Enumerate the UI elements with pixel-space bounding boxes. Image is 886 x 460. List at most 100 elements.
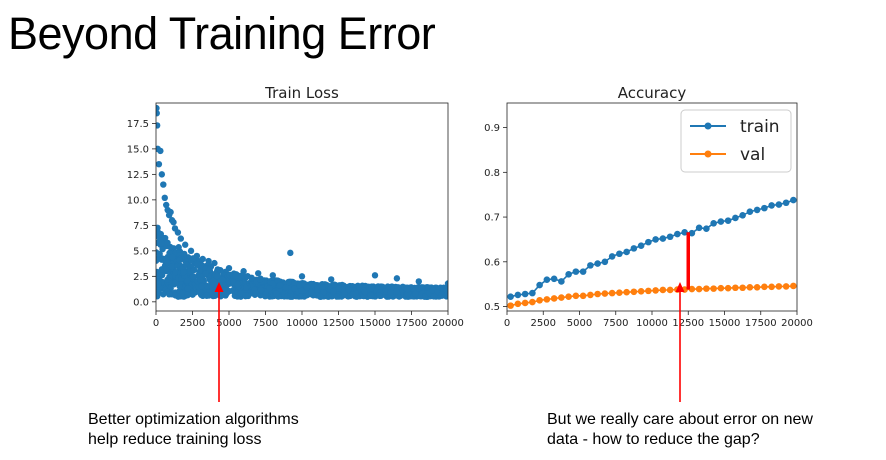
loss-point <box>203 282 211 290</box>
loss-point <box>303 283 311 291</box>
point-train <box>514 291 522 299</box>
loss-point <box>308 289 315 296</box>
loss-point <box>381 288 389 295</box>
point-val <box>710 285 717 292</box>
point-val <box>775 283 783 290</box>
loss-point <box>286 293 294 300</box>
point-train <box>724 217 732 224</box>
loss-point <box>170 219 177 226</box>
point-train <box>782 199 790 207</box>
point-val <box>579 292 587 300</box>
loss-point <box>164 239 171 246</box>
y-tick-label: 0.6 <box>484 257 500 268</box>
loss-point <box>376 292 383 299</box>
legend-marker-val <box>704 150 712 158</box>
point-val <box>587 291 594 299</box>
point-val <box>666 286 674 294</box>
loss-point <box>156 160 163 168</box>
loss-point <box>345 286 352 293</box>
loss-point <box>276 282 284 289</box>
point-train <box>572 268 580 275</box>
loss-point <box>163 265 170 273</box>
x-tick-label: 17500 <box>745 318 777 329</box>
point-train <box>637 242 645 249</box>
loss-point <box>158 271 166 279</box>
y-tick-label: 10.0 <box>127 195 149 206</box>
point-train <box>703 225 710 232</box>
loss-point <box>156 257 160 264</box>
point-train <box>521 290 529 298</box>
loss-point <box>182 261 190 268</box>
loss-point <box>316 293 324 300</box>
loss-point <box>272 290 280 297</box>
loss-point <box>438 291 446 298</box>
loss-point <box>172 279 179 287</box>
loss-point <box>184 291 191 299</box>
loss-point <box>368 284 375 292</box>
point-train <box>652 236 659 243</box>
loss-point <box>291 285 298 292</box>
point-train <box>746 208 754 215</box>
point-val <box>782 283 790 290</box>
loss-point <box>367 292 375 300</box>
loss-point <box>234 280 242 288</box>
point-val <box>746 283 754 291</box>
loss-point <box>331 281 338 288</box>
point-train <box>565 271 572 278</box>
point-val <box>724 284 732 292</box>
loss-point <box>393 275 401 282</box>
loss-point <box>421 293 428 300</box>
loss-point <box>156 280 162 288</box>
point-val <box>695 285 703 293</box>
x-tick-label: 17500 <box>396 318 428 329</box>
point-train <box>674 230 681 238</box>
point-val <box>608 289 616 297</box>
x-tick-label: 0 <box>504 318 510 329</box>
loss-point <box>269 272 276 279</box>
point-train <box>761 204 768 212</box>
caption-left: Better optimization algorithms help redu… <box>88 410 299 450</box>
point-train <box>536 281 543 289</box>
loss-point <box>184 284 192 292</box>
point-train <box>645 238 652 246</box>
loss-point <box>328 276 335 283</box>
x-tick-label: 5000 <box>567 318 592 329</box>
point-val <box>601 290 609 297</box>
y-tick-label: 15.0 <box>127 144 149 155</box>
loss-point <box>181 250 188 258</box>
loss-point <box>164 276 171 284</box>
x-tick-label: 12500 <box>672 318 704 329</box>
loss-point <box>257 276 264 283</box>
x-tick-label: 7500 <box>603 318 628 329</box>
loss-point <box>203 292 210 299</box>
point-val <box>623 288 630 296</box>
point-val <box>565 293 572 300</box>
point-val <box>529 298 536 306</box>
point-train <box>666 233 674 241</box>
loss-point <box>190 290 197 297</box>
x-tick-label: 2500 <box>531 318 556 329</box>
loss-point <box>252 290 259 297</box>
loss-point <box>392 288 400 295</box>
point-val <box>652 287 659 294</box>
loss-point <box>211 281 218 289</box>
y-tick-label: 2.5 <box>133 272 149 283</box>
loss-point <box>282 283 289 291</box>
point-train <box>608 253 616 260</box>
loss-point <box>169 253 176 261</box>
accuracy-chart: Accuracy 0 2500 5000 7500 10000 12500 15000 1750… <box>484 84 813 329</box>
loss-point <box>160 181 167 188</box>
point-val <box>637 288 645 295</box>
loss-point <box>296 281 303 289</box>
loss-point <box>176 257 183 264</box>
loss-point <box>412 290 419 298</box>
loss-point <box>158 171 166 178</box>
loss-point <box>214 272 221 280</box>
point-train <box>558 278 565 285</box>
x-tick-label: 20000 <box>781 318 813 329</box>
loss-point <box>349 291 357 298</box>
x-tick-label: 15000 <box>709 318 741 329</box>
loss-point <box>189 273 197 280</box>
caption-right-line-2: data - how to reduce the gap? <box>547 431 760 448</box>
loss-point <box>156 122 161 129</box>
